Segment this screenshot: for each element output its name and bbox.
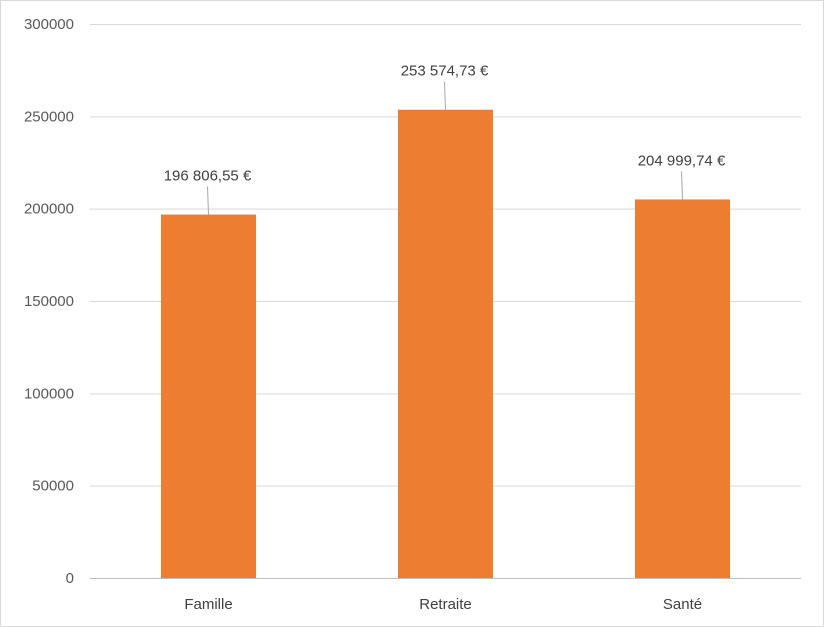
x-axis-categories: Famille Retraite Santé (184, 596, 702, 613)
y-axis-ticks: 0 50000 100000 150000 200000 250000 300000 (24, 16, 74, 587)
y-tick-label: 250000 (24, 108, 74, 125)
data-label: 253 574,73 € (401, 63, 489, 80)
x-category-label: Retraite (419, 596, 472, 613)
y-tick-label: 0 (66, 570, 74, 587)
bar-retraite (398, 109, 493, 579)
y-tick-label: 150000 (24, 293, 74, 310)
data-label: 196 806,55 € (164, 168, 252, 185)
data-label-leader-line (444, 81, 446, 110)
data-label-leader-line (681, 171, 683, 200)
data-labels: 196 806,55 € 253 574,73 € 204 999,74 € (164, 63, 726, 215)
bar-santé (635, 199, 730, 578)
y-tick-label: 300000 (24, 16, 74, 33)
y-tick-label: 200000 (24, 201, 74, 218)
y-tick-label: 50000 (32, 478, 74, 495)
data-label-leader-line (207, 186, 209, 215)
x-category-label: Famille (184, 596, 232, 613)
data-label: 204 999,74 € (638, 152, 726, 169)
x-category-label: Santé (663, 596, 702, 613)
bar-famille (161, 214, 256, 578)
y-tick-label: 100000 (24, 385, 74, 402)
bars (161, 109, 730, 579)
